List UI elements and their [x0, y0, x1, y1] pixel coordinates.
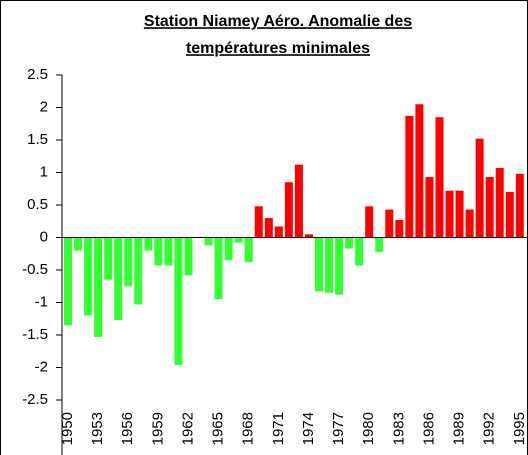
y-tick-label: 2.5 [27, 66, 48, 83]
bar [254, 206, 263, 238]
x-tick-label: 1989 [451, 412, 468, 445]
x-tick-label: 1956 [119, 412, 136, 445]
x-tick-label: 1959 [149, 412, 166, 445]
bar [355, 237, 364, 266]
chart-title: Station Niamey Aéro. Anomalie des [144, 13, 412, 30]
bar [274, 226, 283, 238]
bar [475, 138, 484, 238]
bar [435, 117, 444, 238]
x-tick-label: 1977 [330, 412, 347, 445]
x-tick-label: 1953 [89, 412, 106, 445]
bar [154, 237, 163, 266]
bar [214, 237, 223, 300]
bar [515, 173, 524, 238]
bar [304, 234, 313, 238]
bar [294, 164, 303, 238]
y-tick-label: -1 [35, 293, 48, 310]
bar [144, 237, 153, 251]
x-tick-label: 1986 [420, 412, 437, 445]
x-tick-label: 1974 [300, 412, 317, 445]
bar [184, 237, 193, 276]
bar [284, 182, 293, 238]
y-tick-label: 0 [40, 228, 48, 245]
bar [445, 190, 454, 238]
bar [84, 237, 93, 316]
bar [224, 237, 233, 261]
y-tick-label: 1.5 [27, 131, 48, 148]
bar [64, 237, 72, 326]
y-tick-label: -1.5 [22, 326, 48, 343]
bar [315, 237, 323, 292]
bar [74, 237, 83, 251]
x-tick-label: 1968 [240, 412, 257, 445]
bar [375, 237, 384, 252]
bar [264, 218, 273, 238]
y-tick-label: 0.5 [27, 196, 48, 213]
bar [455, 190, 464, 238]
x-tick-label: 1980 [360, 412, 377, 445]
y-tick-label: -0.5 [22, 261, 48, 278]
bar [134, 237, 143, 305]
bar [415, 104, 424, 238]
chart-title: températures minimales [186, 40, 370, 57]
bar [495, 167, 504, 238]
bar [164, 237, 173, 266]
bar [385, 209, 394, 238]
y-tick-label: 2 [40, 98, 48, 115]
bar [365, 206, 374, 238]
y-tick-label: 1 [40, 163, 48, 180]
bar [485, 177, 494, 238]
x-tick-label: 1965 [210, 412, 227, 445]
bar [325, 237, 334, 293]
x-tick-label: 1962 [179, 412, 196, 445]
bar [395, 219, 404, 238]
bar [405, 115, 414, 238]
bar [345, 237, 354, 249]
bar [174, 237, 183, 365]
bar [465, 209, 474, 238]
x-tick-label: 1971 [270, 412, 287, 445]
bar [124, 237, 133, 287]
bar [104, 237, 113, 280]
y-tick-label: -2.5 [22, 391, 48, 408]
bar [425, 177, 434, 238]
bar [505, 192, 514, 238]
x-tick-label: 1995 [511, 412, 528, 445]
bar [114, 237, 123, 321]
bar [234, 237, 243, 243]
bar [204, 237, 213, 246]
x-tick-label: 1992 [481, 412, 498, 445]
x-tick-label: 1983 [390, 412, 407, 445]
x-tick-label: 1950 [59, 412, 76, 445]
bar [244, 237, 253, 263]
bar [94, 237, 103, 337]
bar [335, 237, 344, 295]
y-tick-label: -2 [35, 358, 48, 375]
